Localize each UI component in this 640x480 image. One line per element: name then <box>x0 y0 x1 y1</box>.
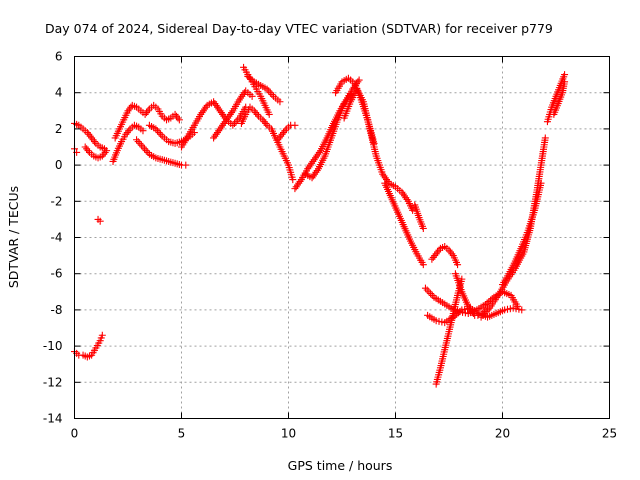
chart-title: Day 074 of 2024, Sidereal Day-to-day VTE… <box>45 21 553 36</box>
data-point <box>453 310 461 318</box>
y-tick-label: -12 <box>43 375 63 389</box>
data-point <box>232 118 240 126</box>
y-tick-label: 2 <box>55 122 63 136</box>
data-point <box>134 138 142 146</box>
data-point <box>230 119 238 127</box>
data-point <box>98 331 106 339</box>
x-tick-label: 5 <box>178 427 186 441</box>
data-point <box>265 110 273 118</box>
data-point <box>427 290 435 298</box>
data-point <box>153 127 161 135</box>
data-point <box>456 307 464 315</box>
axis-ticks <box>74 56 610 419</box>
data-point <box>561 71 569 79</box>
y-tick-label: -8 <box>51 303 63 317</box>
data-point <box>103 147 111 155</box>
data-point <box>291 121 299 129</box>
data-point <box>182 161 190 169</box>
data-point <box>248 92 256 100</box>
x-tick-label: 15 <box>388 427 403 441</box>
data-point <box>141 145 149 153</box>
data-point <box>139 127 147 135</box>
data-point <box>561 78 569 86</box>
data-point <box>96 217 104 225</box>
data-point <box>449 313 457 321</box>
x-tick-labels: 0 5 10 15 20 25 <box>71 427 617 441</box>
data-point <box>142 147 150 155</box>
data-point <box>428 291 436 299</box>
data-point <box>421 284 429 292</box>
data-point <box>139 143 147 151</box>
data-point <box>425 288 433 296</box>
data-point <box>136 139 144 147</box>
y-tick-label: -2 <box>51 194 63 208</box>
x-tick-label: 20 <box>495 427 510 441</box>
data-point <box>518 306 526 314</box>
data-point <box>454 309 462 317</box>
data-point <box>289 176 297 184</box>
data-point <box>268 91 276 99</box>
y-tick-label: -14 <box>43 412 63 426</box>
data-point <box>458 275 466 283</box>
data-point <box>541 134 549 142</box>
y-tick-label: 0 <box>55 158 63 172</box>
data-point <box>419 261 427 269</box>
y-tick-label: 6 <box>55 50 63 64</box>
data-point <box>137 141 145 149</box>
data-point <box>175 116 183 124</box>
x-tick-label: 10 <box>281 427 296 441</box>
data-point <box>537 179 545 187</box>
x-axis-label: GPS time / hours <box>288 458 393 473</box>
x-tick-label: 25 <box>602 427 617 441</box>
data-points <box>71 63 569 388</box>
data-point <box>157 130 165 138</box>
data-point <box>423 286 431 294</box>
y-tick-label: 4 <box>55 86 63 100</box>
y-tick-label: -6 <box>51 267 63 281</box>
data-point <box>155 129 163 137</box>
data-point <box>454 261 462 269</box>
data-point <box>265 87 273 95</box>
y-axis-label: SDTVAR / TECUs <box>6 186 21 288</box>
data-point <box>419 224 427 232</box>
data-point <box>355 76 363 84</box>
x-tick-label: 0 <box>71 427 79 441</box>
data-point <box>276 98 284 106</box>
y-tick-label: -4 <box>51 231 63 245</box>
y-tick-labels: -14 -12 -10 -8 -6 -4 -2 0 2 4 6 <box>43 50 63 426</box>
data-point <box>144 148 152 156</box>
y-tick-label: -10 <box>43 339 63 353</box>
data-point <box>133 136 141 144</box>
data-point <box>451 312 459 320</box>
data-point <box>266 89 274 97</box>
